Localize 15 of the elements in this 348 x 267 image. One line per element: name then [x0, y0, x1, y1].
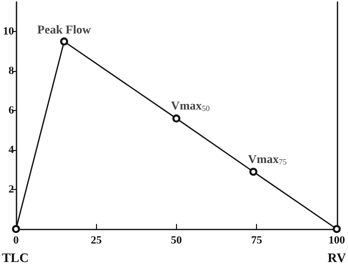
annotation: Peak Flow — [37, 22, 92, 36]
point — [172, 114, 180, 122]
x-tick-label: 50 — [170, 234, 182, 246]
point — [12, 225, 20, 233]
point — [332, 225, 341, 233]
text: RV — [328, 250, 347, 265]
x-tick-label: 25 — [90, 234, 102, 246]
x-tick-label: 100 — [328, 234, 346, 246]
y-tick-label: 2 — [8, 184, 14, 196]
point — [249, 168, 258, 176]
point — [60, 37, 68, 46]
x-tick-label: 75 — [251, 234, 263, 246]
text: TLC — [2, 250, 29, 265]
x-tick-label: 0 — [13, 234, 20, 246]
y-tick-label: 10 — [3, 26, 14, 38]
